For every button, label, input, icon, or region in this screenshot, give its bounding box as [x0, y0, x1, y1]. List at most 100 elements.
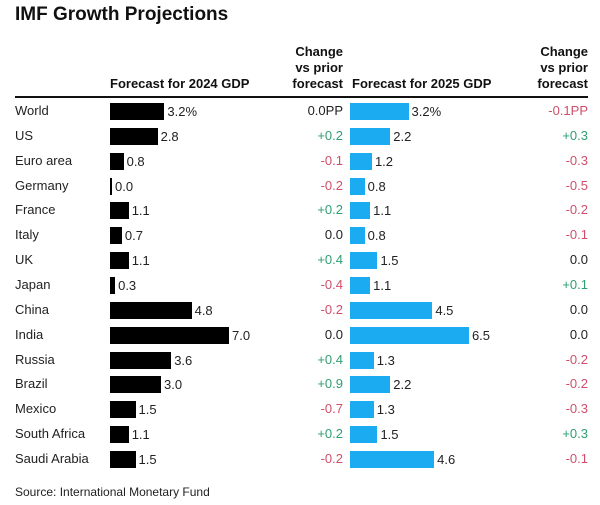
- country-label: Italy: [15, 227, 39, 243]
- country-label: Brazil: [15, 376, 48, 392]
- bar-2025: [350, 301, 433, 319]
- change-label: -0.5: [565, 177, 588, 193]
- value-label: 0.7: [124, 228, 143, 244]
- change-label: -0.2: [565, 202, 588, 218]
- header-line: vs prior: [295, 60, 343, 75]
- change-label: -0.3: [565, 152, 588, 168]
- value-label: 1.1: [131, 253, 150, 269]
- country-label: Russia: [15, 351, 55, 367]
- table-row: South Africa 1.1 +0.2 1.5 +0.3: [0, 422, 600, 446]
- value-label: 1.1: [131, 203, 150, 219]
- country-label: Germany: [15, 177, 69, 193]
- header-forecast-2025: Forecast for 2025 GDP: [352, 76, 492, 91]
- bar-2025: [350, 152, 372, 170]
- value-label: 1.1: [373, 203, 392, 219]
- country-label: UK: [15, 252, 34, 268]
- bar-2024: [110, 152, 124, 170]
- bar-2025: [350, 177, 365, 195]
- change-label: +0.9: [317, 376, 343, 392]
- chart-title: IMF Growth Projections: [15, 4, 229, 25]
- bar-2024: [110, 177, 112, 195]
- value-label: 1.1: [373, 278, 392, 294]
- country-label: China: [15, 301, 49, 317]
- table-row: Mexico 1.5 -0.7 1.3 -0.3: [0, 397, 600, 421]
- value-label: 0.8: [126, 153, 145, 169]
- bar-2025: [350, 376, 391, 394]
- value-label: 4.5: [435, 302, 454, 318]
- change-label: -0.1PP: [548, 103, 588, 118]
- change-label: -0.1: [565, 451, 588, 467]
- value-label: 1.1: [131, 427, 150, 443]
- bar-2025: [350, 426, 378, 444]
- header-forecast-2024: Forecast for 2024 GDP: [110, 76, 250, 91]
- bar-2024: [110, 103, 165, 120]
- change-label: +0.3: [562, 426, 588, 442]
- change-label: +0.2: [317, 202, 343, 218]
- value-label: 1.2: [374, 153, 394, 169]
- change-label: -0.2: [565, 351, 588, 367]
- table-row: Japan 0.3 -0.4 1.1 +0.1: [0, 273, 600, 297]
- table-row: Germany 0.0 -0.2 0.8 -0.5: [0, 174, 600, 198]
- change-label: -0.2: [320, 301, 343, 317]
- bar-2024: [110, 326, 229, 344]
- source-note: Source: International Monetary Fund: [15, 485, 210, 499]
- value-label: 2.2: [393, 128, 412, 144]
- bar-2024: [110, 252, 129, 270]
- country-label: India: [15, 326, 44, 342]
- bar-2024: [110, 351, 172, 369]
- value-label: 2.8: [160, 128, 179, 144]
- value-label: 4.6: [437, 452, 456, 468]
- header-change-2025: Change vs prior forecast: [508, 44, 588, 92]
- table-row: Italy 0.7 0.0 0.8 -0.1: [0, 223, 600, 247]
- change-label: -0.4: [320, 277, 343, 293]
- value-label: 3.2%: [411, 104, 442, 119]
- bar-2025: [350, 103, 409, 120]
- bar-2024: [110, 451, 136, 469]
- country-label: US: [15, 127, 34, 143]
- header-line: forecast: [292, 76, 343, 91]
- table-row: UK 1.1 +0.4 1.5 0.0: [0, 248, 600, 272]
- table-row: France 1.1 +0.2 1.1 -0.2: [0, 198, 600, 222]
- change-label: 0.0: [569, 252, 588, 268]
- table-row: India 7.0 0.0 6.5 0.0: [0, 323, 600, 347]
- bar-2025: [350, 401, 374, 419]
- value-label: 6.5: [471, 327, 491, 343]
- value-label: 1.5: [380, 253, 399, 269]
- change-label: +0.2: [317, 426, 343, 442]
- value-label: 0.8: [367, 178, 386, 194]
- bar-2024: [110, 277, 116, 295]
- bar-2024: [110, 426, 129, 444]
- country-label: Japan: [15, 277, 51, 293]
- header-line: Change: [295, 44, 343, 59]
- country-label: Mexico: [15, 401, 57, 417]
- value-label: 0.3: [118, 278, 137, 294]
- country-label: South Africa: [15, 426, 86, 442]
- bar-2024: [110, 401, 136, 419]
- change-label: -0.1: [320, 152, 343, 168]
- change-label: +0.1: [562, 277, 588, 293]
- table-row: Saudi Arabia 1.5 -0.2 4.6 -0.1: [0, 447, 600, 471]
- change-label: -0.2: [320, 177, 343, 193]
- header-line: forecast: [537, 76, 588, 91]
- change-label: 0.0: [324, 227, 343, 243]
- table-row: US 2.8 +0.2 2.2 +0.3: [0, 124, 600, 148]
- change-label: +0.4: [317, 351, 343, 367]
- change-label: 0.0PP: [307, 103, 343, 118]
- change-label: 0.0: [324, 326, 343, 342]
- table-row: Russia 3.6 +0.4 1.3 -0.2: [0, 348, 600, 372]
- bar-2025: [350, 127, 391, 145]
- change-label: +0.3: [562, 127, 588, 143]
- country-label: World: [15, 103, 49, 118]
- bar-2024: [110, 227, 122, 245]
- bar-2025: [350, 252, 378, 270]
- bar-2025: [350, 277, 371, 295]
- value-label: 1.5: [380, 427, 399, 443]
- value-label: 3.6: [174, 352, 193, 368]
- change-label: -0.2: [320, 451, 343, 467]
- country-label: France: [15, 202, 56, 218]
- change-label: -0.2: [565, 376, 588, 392]
- change-label: +0.4: [317, 252, 343, 268]
- bar-2025: [350, 351, 374, 369]
- bar-2024: [110, 301, 192, 319]
